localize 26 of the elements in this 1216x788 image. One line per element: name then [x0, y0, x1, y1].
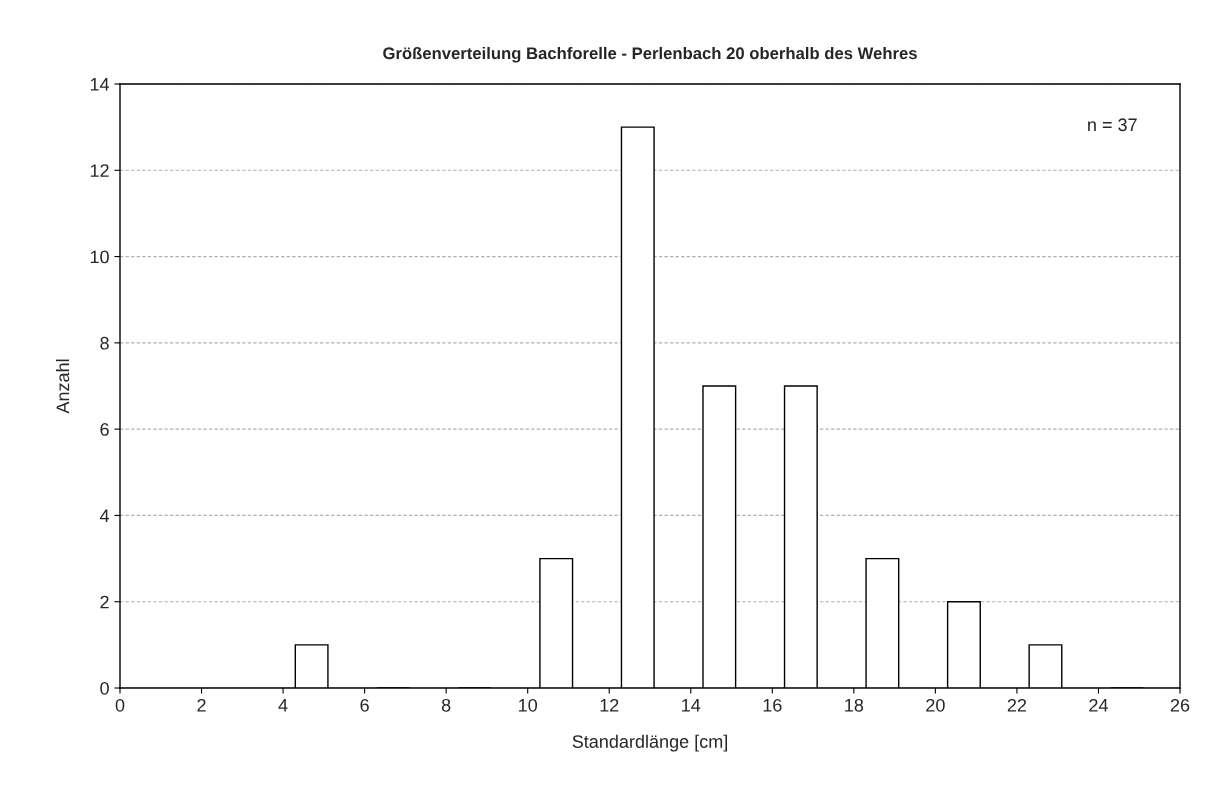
x-tick-label: 22: [1007, 698, 1027, 712]
x-axis-title: Standardlänge [cm]: [572, 734, 728, 752]
x-tick-label: 14: [682, 699, 701, 712]
y-tick-label: 4: [99, 509, 110, 522]
x-tick-label: 4: [278, 699, 288, 712]
x-tick-label: 12: [600, 698, 619, 712]
y-tick-label: 0: [100, 681, 109, 695]
x-tick-label: 26: [1170, 698, 1190, 712]
x-tick-label: 6: [360, 698, 369, 712]
x-tick-label: 16: [763, 698, 782, 712]
annotation: n = 37: [1088, 118, 1137, 132]
x-tick-label: 24: [1089, 698, 1108, 712]
x-tick-label: 8: [441, 698, 451, 712]
y-tick-label: 6: [100, 423, 109, 436]
x-tick-label: 0: [115, 698, 125, 712]
y-tick-label: 10: [90, 250, 109, 264]
x-tick-label: 18: [845, 698, 864, 712]
y-tick-label: 8: [100, 336, 109, 350]
chart-title: Größenverteilung Bachforelle - Perlenbach 20 oberhalb des Wehres: [383, 46, 917, 63]
x-tick-label: 20: [926, 698, 945, 712]
y-tick-label: 14: [90, 78, 110, 91]
y-tick-label: 2: [100, 595, 109, 609]
x-tick-label: 2: [197, 698, 206, 712]
x-tick-label: 10: [519, 698, 538, 712]
y-axis-title: Anzahl: [56, 359, 70, 414]
y-tick-label: 12: [90, 164, 109, 177]
